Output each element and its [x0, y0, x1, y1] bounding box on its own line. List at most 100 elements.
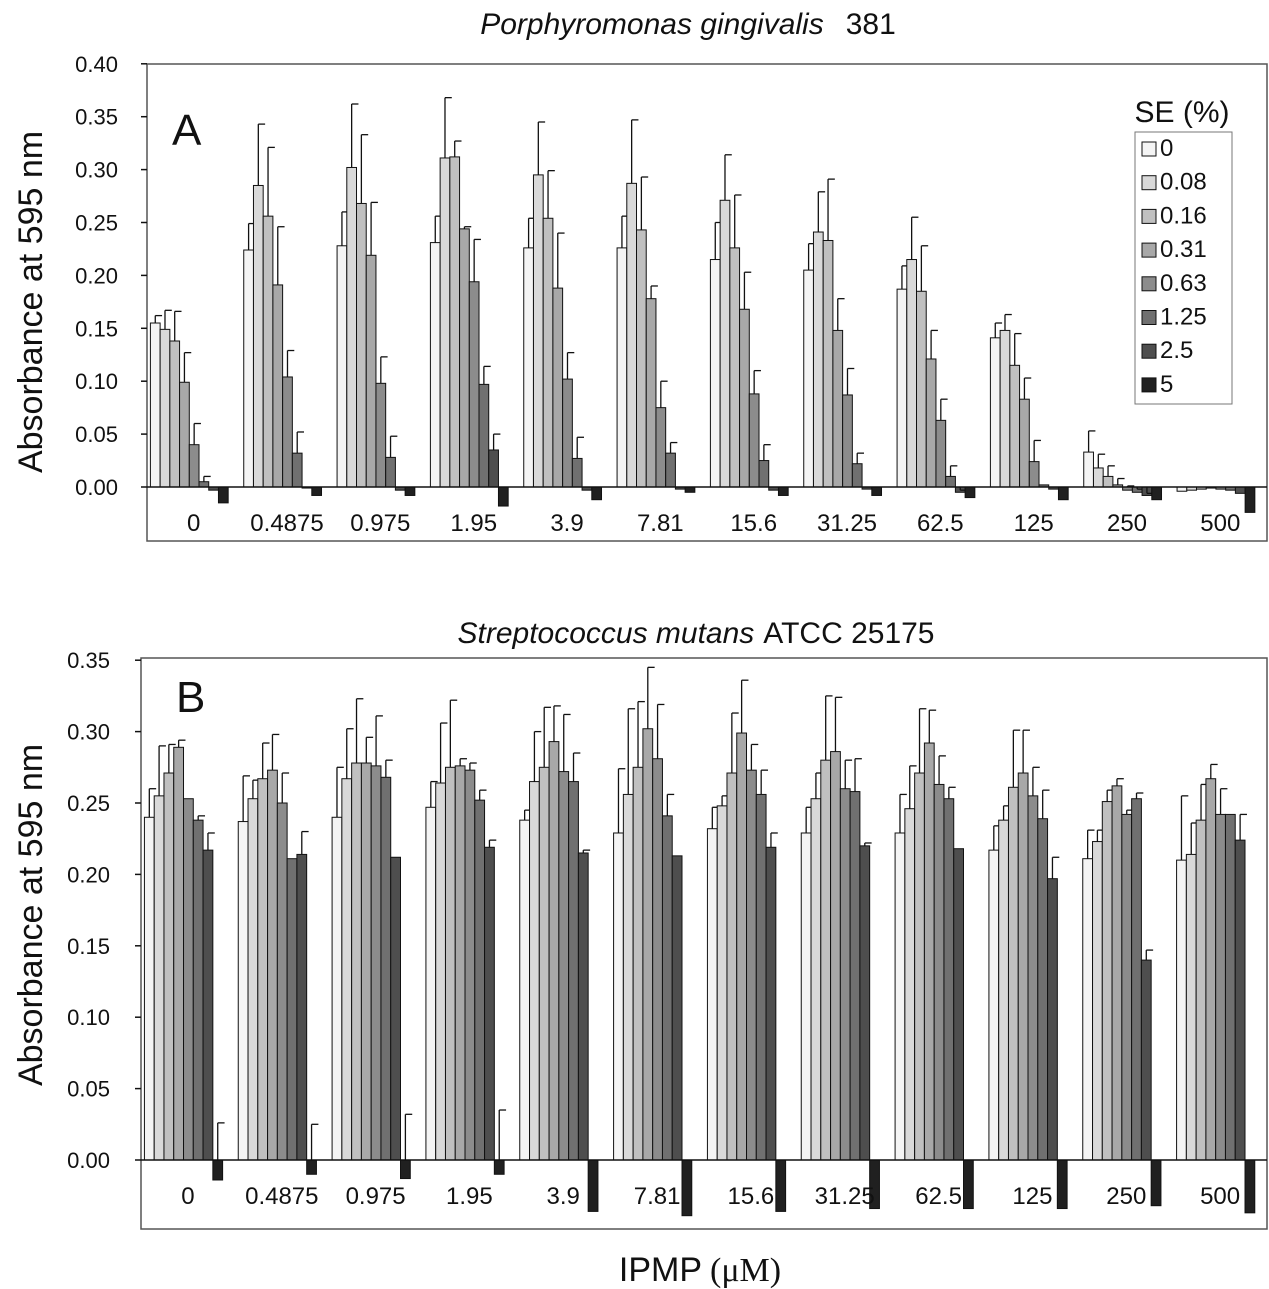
x-axis-label-unit: (μM) — [710, 1252, 781, 1289]
bar — [380, 776, 392, 1161]
bar — [642, 728, 654, 1161]
bar — [390, 856, 402, 1161]
legend-item-label: 0 — [1160, 135, 1173, 162]
bar — [425, 806, 437, 1161]
bar — [851, 463, 863, 488]
chart-b-x-axis-label: IPMP (μM) — [619, 1251, 781, 1289]
bar — [812, 231, 824, 488]
bar — [192, 819, 204, 1161]
legend-item-label: 5 — [1160, 371, 1173, 398]
bar — [719, 199, 731, 488]
y-tick-label: 0.10 — [75, 369, 118, 394]
bar — [1150, 1159, 1162, 1207]
y-tick-label: 0.05 — [67, 1077, 110, 1102]
y-tick-label: 0.00 — [67, 1148, 110, 1173]
bar — [839, 788, 851, 1161]
category-label: 0.4875 — [245, 1183, 318, 1210]
bar — [1101, 801, 1113, 1161]
legend: 0 0.08 0.16 0.31 0.63 1.25 2.5 5 — [1141, 135, 1207, 398]
bar — [306, 1159, 317, 1175]
bar — [404, 486, 416, 496]
chart-b-title-italic: Streptococcus mutans — [457, 617, 754, 650]
chart-b-title-rest: ATCC 25175 — [763, 617, 934, 650]
bar — [591, 486, 603, 501]
bar — [365, 254, 377, 488]
y-tick-label: 0.20 — [75, 263, 118, 288]
bar — [914, 772, 925, 1161]
bar — [849, 791, 861, 1161]
bar — [188, 444, 200, 488]
category-label: 250 — [1107, 510, 1147, 537]
bar — [346, 166, 358, 488]
category-label: 62.5 — [915, 1183, 962, 1210]
y-tick-label: 0.20 — [67, 862, 110, 887]
bar — [645, 298, 657, 488]
bar — [385, 456, 396, 488]
bar — [291, 452, 303, 488]
bar — [558, 771, 570, 1161]
bar — [706, 828, 718, 1161]
bar — [671, 855, 683, 1161]
bar — [953, 848, 964, 1161]
legend-item-label: 0.16 — [1160, 202, 1207, 229]
bar — [916, 290, 927, 488]
y-tick-label: 0.10 — [67, 1005, 110, 1030]
chart-b-y-ticks: 0.00 0.05 0.10 0.15 0.20 0.25 0.30 0.35 — [67, 648, 141, 1173]
bar — [636, 229, 647, 488]
bar — [945, 475, 956, 488]
bar — [726, 772, 738, 1161]
bar — [562, 378, 573, 488]
bar — [493, 1159, 505, 1175]
bar — [198, 481, 210, 488]
bar — [1102, 475, 1114, 488]
bar — [1028, 461, 1040, 488]
legend-swatch — [1141, 175, 1157, 191]
bar — [159, 328, 171, 488]
bar — [163, 772, 175, 1161]
bar — [484, 846, 495, 1161]
y-tick-label: 0.35 — [75, 105, 118, 130]
legend-item-label: 0.31 — [1160, 236, 1207, 263]
bar — [468, 281, 480, 488]
category-label: 500 — [1200, 510, 1240, 537]
y-tick-label: 0.25 — [67, 791, 110, 816]
category-label: 62.5 — [917, 510, 964, 537]
bar — [272, 284, 284, 488]
y-tick-label: 0.40 — [75, 52, 118, 77]
bar — [632, 766, 644, 1161]
bar — [1140, 959, 1152, 1161]
bar — [935, 419, 947, 488]
category-label: 3.9 — [547, 1183, 580, 1210]
bar — [202, 849, 214, 1161]
bar — [237, 821, 249, 1161]
legend-item-label: 0.63 — [1160, 270, 1207, 297]
bar — [765, 846, 777, 1161]
bar — [933, 783, 945, 1161]
bar — [439, 157, 451, 488]
y-tick-label: 0.30 — [75, 158, 118, 183]
chart-b-categories: 0 0.4875 0.975 1.95 3.9 7.81 15.6 31.25 62.5 125 2… — [181, 1183, 1240, 1210]
bar — [282, 376, 293, 488]
bar — [716, 805, 728, 1161]
bar — [1244, 1159, 1256, 1214]
bar — [532, 174, 544, 488]
bar — [661, 815, 673, 1161]
bar — [1131, 798, 1142, 1161]
chart-b-y-axis-label: Absorbance at 595 nm — [12, 744, 50, 1086]
bar — [652, 758, 663, 1161]
chart-a-y-ticks: 0.00 0.05 0.10 0.15 0.20 0.25 0.30 0.35 0.40 — [75, 52, 147, 500]
bar — [1244, 486, 1256, 513]
bar — [356, 202, 367, 488]
bar — [351, 762, 362, 1161]
bar — [736, 732, 748, 1161]
bar — [832, 329, 844, 488]
bar — [1082, 858, 1094, 1161]
bar — [613, 832, 624, 1161]
bar — [1092, 467, 1104, 488]
bar — [1047, 878, 1058, 1161]
y-tick-label: 0.05 — [75, 422, 118, 447]
chart-a-panel-label: A — [172, 106, 202, 155]
category-label: 0 — [187, 510, 200, 537]
category-label: 0.975 — [346, 1183, 406, 1210]
